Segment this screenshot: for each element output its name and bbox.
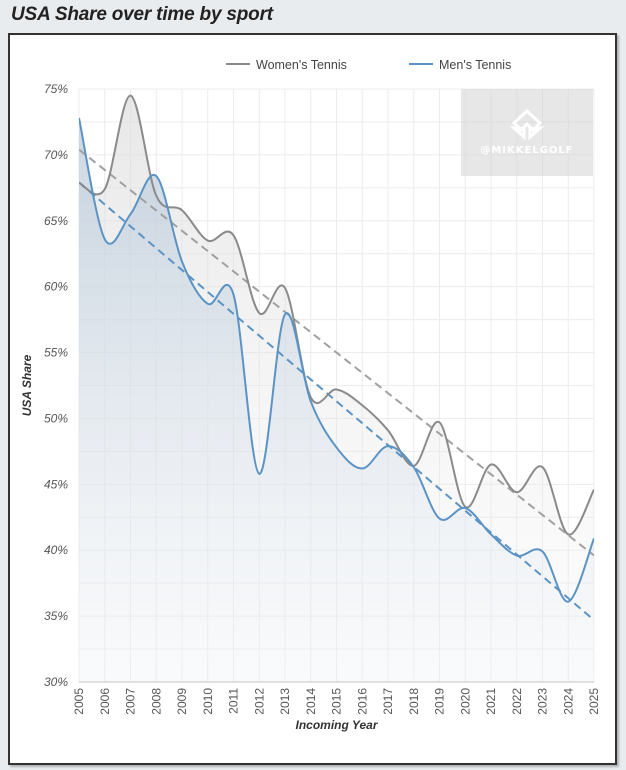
watermark-box (461, 89, 593, 176)
men-tennis-point[interactable] (77, 116, 81, 120)
men-tennis-point[interactable] (566, 600, 570, 604)
women-tennis-point[interactable] (257, 311, 261, 315)
x-axis-title: Incoming Year (295, 718, 378, 732)
x-tick-label: 2008 (149, 688, 163, 715)
legend[interactable]: Women's Tennis Men's Tennis (226, 58, 511, 72)
x-tick-label: 2025 (587, 688, 601, 715)
men-tennis-point[interactable] (129, 212, 133, 216)
x-tick-label: 2019 (433, 688, 447, 715)
women-tennis-point[interactable] (180, 208, 184, 212)
x-tick-label: 2010 (201, 688, 215, 715)
men-tennis-point[interactable] (206, 302, 210, 306)
men-tennis-point[interactable] (360, 467, 364, 471)
y-tick-label: 65% (44, 214, 68, 228)
x-tick-label: 2011 (227, 688, 241, 714)
chart-title: USA Share over time by sport (11, 4, 273, 25)
women-tennis-point[interactable] (489, 463, 493, 467)
women-tennis-point[interactable] (206, 239, 210, 243)
women-tennis-point[interactable] (515, 490, 519, 494)
men-tennis-point[interactable] (541, 550, 545, 554)
y-tick-label: 40% (44, 543, 68, 557)
watermark-logo-icon (509, 108, 545, 141)
x-tick-label: 2018 (407, 688, 421, 715)
watermark-text: @MIKKELGOLF (480, 145, 573, 156)
women-tennis-point[interactable] (541, 465, 545, 469)
women-tennis-point[interactable] (386, 428, 390, 432)
women-tennis-point[interactable] (566, 532, 570, 536)
men-tennis-point[interactable] (309, 399, 313, 403)
x-tick-label: 2007 (124, 688, 138, 715)
women-tennis-line[interactable] (79, 94, 594, 536)
y-tick-label: 30% (44, 675, 68, 689)
women-tennis-point[interactable] (103, 187, 107, 191)
legend-men-tennis[interactable]: Men's Tennis (439, 58, 511, 72)
women-tennis-point[interactable] (360, 403, 364, 407)
men-tennis-point[interactable] (438, 517, 442, 521)
y-tick-label: 60% (44, 280, 68, 294)
y-tick-label: 45% (44, 477, 68, 491)
men-tennis-point[interactable] (386, 444, 390, 448)
men-tennis-point[interactable] (257, 472, 261, 476)
y-tick-label: 70% (44, 148, 68, 162)
y-tick-label: 55% (44, 346, 68, 360)
x-tick-label: 2020 (458, 688, 472, 715)
x-tick-label: 2006 (98, 688, 112, 715)
x-tick-label: 2023 (536, 688, 550, 715)
men-tennis-area (79, 117, 594, 682)
x-tick-label: 2013 (278, 688, 292, 715)
men-tennis-point[interactable] (103, 237, 107, 241)
y-tick-label: 50% (44, 411, 68, 425)
women-tennis-trendline (79, 148, 594, 557)
legend-women-tennis[interactable]: Women's Tennis (256, 58, 347, 72)
women-tennis-point[interactable] (438, 420, 442, 424)
women-tennis-point[interactable] (592, 488, 596, 492)
x-tick-label: 2014 (304, 688, 318, 715)
women-tennis-point[interactable] (283, 286, 287, 290)
men-tennis-point[interactable] (180, 260, 184, 264)
men-tennis-point[interactable] (489, 532, 493, 536)
men-tennis-point[interactable] (412, 465, 416, 469)
men-tennis-point[interactable] (283, 312, 287, 316)
men-tennis-point[interactable] (592, 536, 596, 540)
men-tennis-trendline (79, 181, 594, 621)
y-tick-label: 35% (44, 609, 68, 623)
x-tick-label: 2005 (72, 688, 86, 715)
x-tick-label: 2017 (381, 688, 395, 715)
men-tennis-point[interactable] (232, 293, 236, 297)
x-tick-label: 2022 (510, 688, 524, 715)
x-tick-label: 2012 (252, 688, 266, 715)
women-tennis-point[interactable] (335, 387, 339, 391)
x-tick-label: 2024 (561, 688, 575, 715)
women-tennis-point[interactable] (154, 194, 158, 198)
men-tennis-line[interactable] (79, 117, 594, 603)
x-tick-label: 2016 (355, 688, 369, 715)
women-tennis-point[interactable] (77, 181, 81, 185)
men-tennis-point[interactable] (463, 506, 467, 510)
men-tennis-point[interactable] (515, 553, 519, 557)
women-tennis-point[interactable] (129, 94, 133, 98)
watermark: @MIKKELGOLF (461, 89, 593, 176)
men-tennis-point[interactable] (335, 445, 339, 449)
men-tennis-point[interactable] (154, 174, 158, 178)
x-tick-label: 2009 (175, 688, 189, 715)
x-tick-label: 2021 (484, 688, 498, 715)
y-tick-label: 75% (44, 82, 68, 96)
women-tennis-point[interactable] (232, 233, 236, 237)
x-tick-label: 2015 (330, 688, 344, 715)
y-axis-title: USA Share (20, 354, 34, 416)
